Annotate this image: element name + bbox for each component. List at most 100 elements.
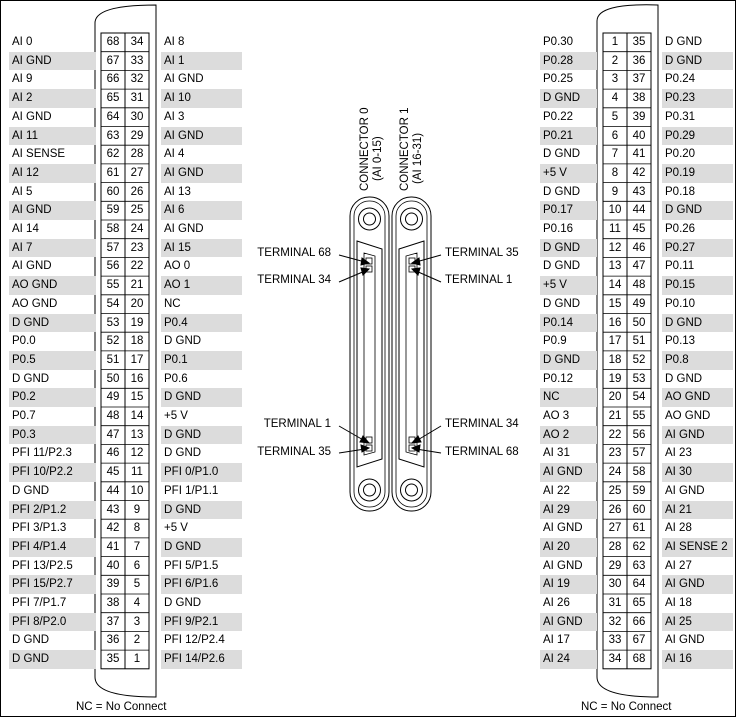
pin-number-left: 22 — [608, 428, 622, 441]
pin-label-left: AI 29 — [540, 500, 597, 520]
pin-label-right: AI 30 — [662, 463, 733, 482]
pin-label-right: P0.4 — [161, 313, 242, 333]
pin-number-right: 2 — [133, 634, 141, 647]
pin-label-right: P0.15 — [662, 276, 733, 295]
pin-number-left: 53 — [106, 316, 120, 329]
pin-number-left: 23 — [608, 447, 622, 460]
pin-label-left: AI 20 — [540, 537, 597, 557]
pin-label-left: PFI 8/P2.0 — [9, 612, 96, 632]
pin-label-right: PFI 14/P2.6 — [161, 650, 242, 669]
pin-number-right: 24 — [130, 223, 144, 235]
pin-number-left: 20 — [608, 391, 622, 404]
pin-number-left: 60 — [106, 185, 120, 198]
pin-number-left: 49 — [106, 391, 120, 404]
pin-label-left: P0.21 — [540, 126, 597, 146]
pin-number-left: 19 — [608, 372, 622, 385]
terminal-label-left-bottom: TERMINAL 35 — [257, 446, 331, 458]
pin-number-right: 50 — [632, 316, 646, 329]
pin-label-right: D GND — [662, 51, 733, 71]
pin-label-right: PFI 0/P1.0 — [161, 463, 242, 482]
pin-label-right: AI 15 — [161, 238, 242, 258]
pin-label-right: AI GND — [161, 163, 242, 183]
pin-number-left: 21 — [608, 410, 622, 422]
pin-label-left: P0.0 — [12, 335, 36, 348]
pin-label-left: AI 9 — [12, 73, 33, 86]
terminal-label-right-lower: TERMINAL 34 — [445, 418, 519, 430]
pin-label-left: AI GND — [543, 559, 583, 572]
pin-number-right: 4 — [133, 597, 141, 609]
pin-number-right: 66 — [632, 615, 646, 628]
terminal-label-left-upper: TERMINAL 34 — [257, 274, 331, 286]
pin-number-left: 35 — [106, 653, 120, 666]
pin-number-right: 39 — [632, 110, 646, 123]
pin-number-right: 23 — [130, 241, 144, 254]
pin-number-right: 60 — [632, 503, 646, 516]
pin-number-right: 28 — [130, 148, 144, 161]
pin-number-right: 38 — [632, 92, 646, 105]
pin-number-right: 10 — [130, 484, 144, 497]
pin-label-right: AI GND — [161, 126, 242, 146]
pin-number-left: 51 — [106, 353, 120, 366]
right-pin-grid — [602, 32, 652, 670]
pin-label-right: P0.11 — [665, 260, 695, 273]
terminal-label-right-upper: TERMINAL 1 — [445, 274, 513, 286]
pin-number-right: 17 — [130, 353, 144, 366]
pin-number-left: 58 — [106, 223, 120, 235]
pin-label-left: P0.22 — [543, 110, 574, 123]
pin-number-right: 22 — [130, 260, 144, 273]
pin-label-right: P0.20 — [665, 148, 696, 161]
pin-label-left: D GND — [12, 372, 50, 385]
pin-label-left: D GND — [543, 185, 581, 198]
pin-label-left: AI GND — [12, 110, 52, 123]
pin-label-right: AI 23 — [665, 447, 692, 460]
left-pin-grid — [100, 32, 150, 670]
pin-label-left: P0.5 — [9, 350, 96, 370]
pin-label-right: P0.18 — [665, 185, 696, 198]
pin-label-left: AI 7 — [9, 238, 96, 258]
pin-label-right: D GND — [161, 388, 242, 407]
terminal-label-left-lower: TERMINAL 1 — [263, 418, 331, 430]
pin-number-right: 42 — [632, 166, 646, 179]
pin-label-right: D GND — [161, 425, 242, 445]
pin-number-left: 9 — [611, 185, 619, 198]
left-connector-outline — [94, 4, 157, 698]
pin-number-left: 14 — [608, 279, 622, 292]
pin-number-left: 56 — [106, 260, 120, 273]
pin-label-right: P0.6 — [164, 372, 188, 385]
pin-number-left: 30 — [608, 578, 622, 591]
pin-label-right: +5 V — [164, 522, 188, 535]
pin-label-left: D GND — [543, 297, 581, 310]
pin-label-left: +5 V — [540, 163, 597, 183]
pin-label-right: PFI 9/P2.1 — [161, 612, 242, 632]
pin-label-right: D GND — [164, 447, 202, 460]
terminal-label-left-top: TERMINAL 68 — [257, 247, 331, 259]
pin-number-right: 14 — [130, 410, 144, 422]
pin-label-right: D GND — [164, 335, 202, 348]
pin-number-left: 24 — [608, 466, 622, 479]
pin-number-left: 13 — [608, 260, 622, 273]
pin-number-right: 31 — [130, 92, 144, 105]
pin-label-left: AI 14 — [12, 223, 39, 235]
pin-number-right: 47 — [632, 260, 646, 273]
pin-number-left: 57 — [106, 241, 120, 254]
pin-label-left: D GND — [12, 484, 50, 497]
pin-label-left: P0.30 — [543, 36, 574, 48]
pin-number-right: 15 — [130, 391, 144, 404]
pin-number-right: 64 — [632, 578, 646, 591]
pin-number-right: 11 — [131, 466, 143, 479]
pin-number-left: 68 — [106, 36, 120, 48]
pin-number-left: 8 — [611, 166, 619, 179]
pin-number-left: 33 — [608, 634, 622, 647]
pin-label-left: AI GND — [540, 463, 597, 482]
pin-number-right: 36 — [632, 54, 646, 67]
pin-number-right: 67 — [632, 634, 646, 647]
pin-label-left: D GND — [12, 634, 50, 647]
pin-label-left: AI 26 — [543, 597, 570, 609]
pin-number-right: 7 — [133, 540, 141, 553]
pin-label-left: AO 3 — [543, 410, 570, 422]
pin-label-left: AI 22 — [543, 484, 570, 497]
pin-number-right: 46 — [632, 241, 646, 254]
pin-number-right: 51 — [632, 335, 646, 348]
pin-number-right: 56 — [632, 428, 646, 441]
